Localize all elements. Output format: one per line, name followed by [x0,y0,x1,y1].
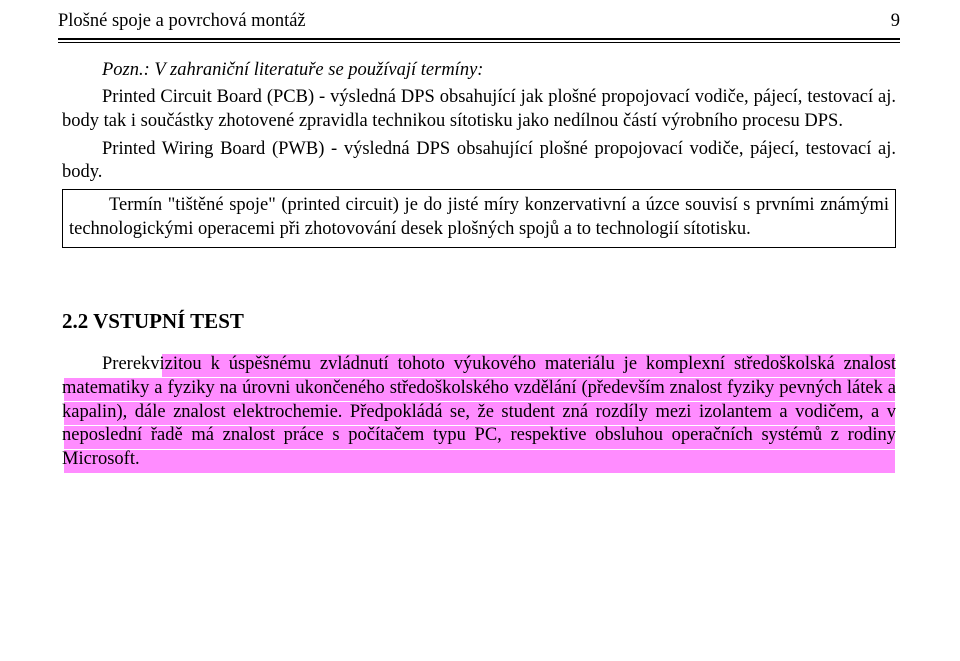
header-rule-heavy [58,38,900,41]
para-pwb: Printed Wiring Board (PWB) - výsledná DP… [62,138,896,185]
section-heading: 2.2 VSTUPNÍ TEST [62,308,896,335]
header-rule-light [58,42,900,43]
callout-box: Termín "tištěné spoje" (printed circuit)… [62,189,896,248]
para-pcb: Printed Circuit Board (PCB) - výsledná D… [62,86,896,133]
note-intro: Pozn.: V zahraniční literatuře se použív… [102,59,896,83]
page-number: 9 [891,10,900,34]
para-printed-circuit: Termín "tištěné spoje" (printed circuit)… [69,194,889,241]
para-prerequisite: Prerekvizitou k úspěšnému zvládnutí toho… [62,353,896,471]
para-pwb-text: Printed Wiring Board (PWB) - výsledná DP… [62,139,896,183]
highlighted-paragraph-block: Prerekvizitou k úspěšnému zvládnutí toho… [62,353,896,471]
running-title: Plošné spoje a povrchová montáž [58,10,306,34]
